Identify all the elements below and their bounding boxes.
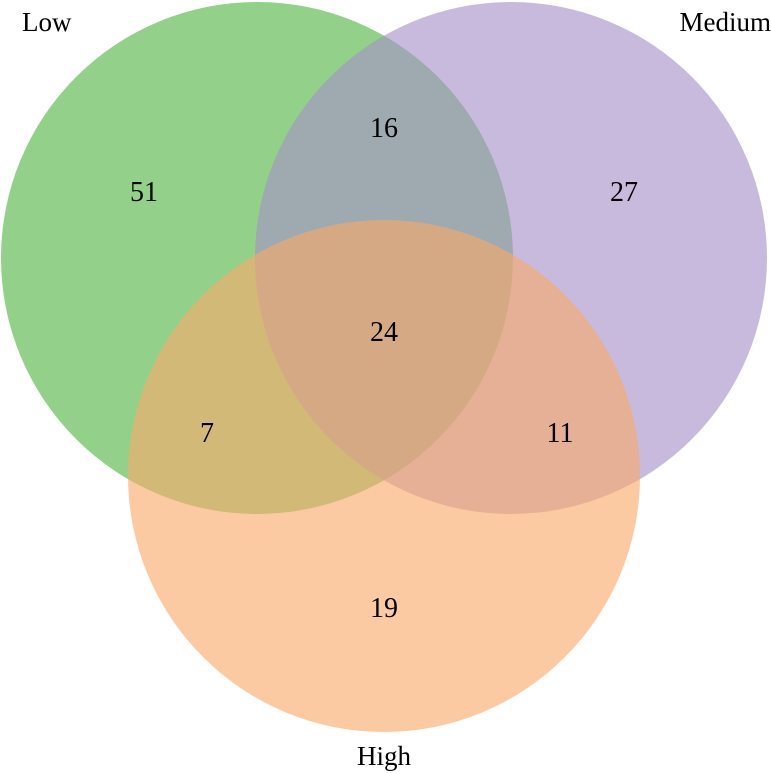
region-count-medium-only: 27 <box>610 177 638 208</box>
region-count-medium-high: 11 <box>547 418 574 449</box>
set-label-high: High <box>357 741 412 771</box>
region-count-low-medium: 16 <box>370 113 398 144</box>
region-count-low-only: 51 <box>130 177 158 208</box>
set-label-medium: Medium <box>680 7 771 37</box>
set-circle-high <box>128 220 640 732</box>
region-count-low-high: 7 <box>200 418 214 449</box>
region-count-high-only: 19 <box>370 593 398 624</box>
region-count-all-three: 24 <box>370 317 398 348</box>
set-label-low: Low <box>22 7 72 37</box>
